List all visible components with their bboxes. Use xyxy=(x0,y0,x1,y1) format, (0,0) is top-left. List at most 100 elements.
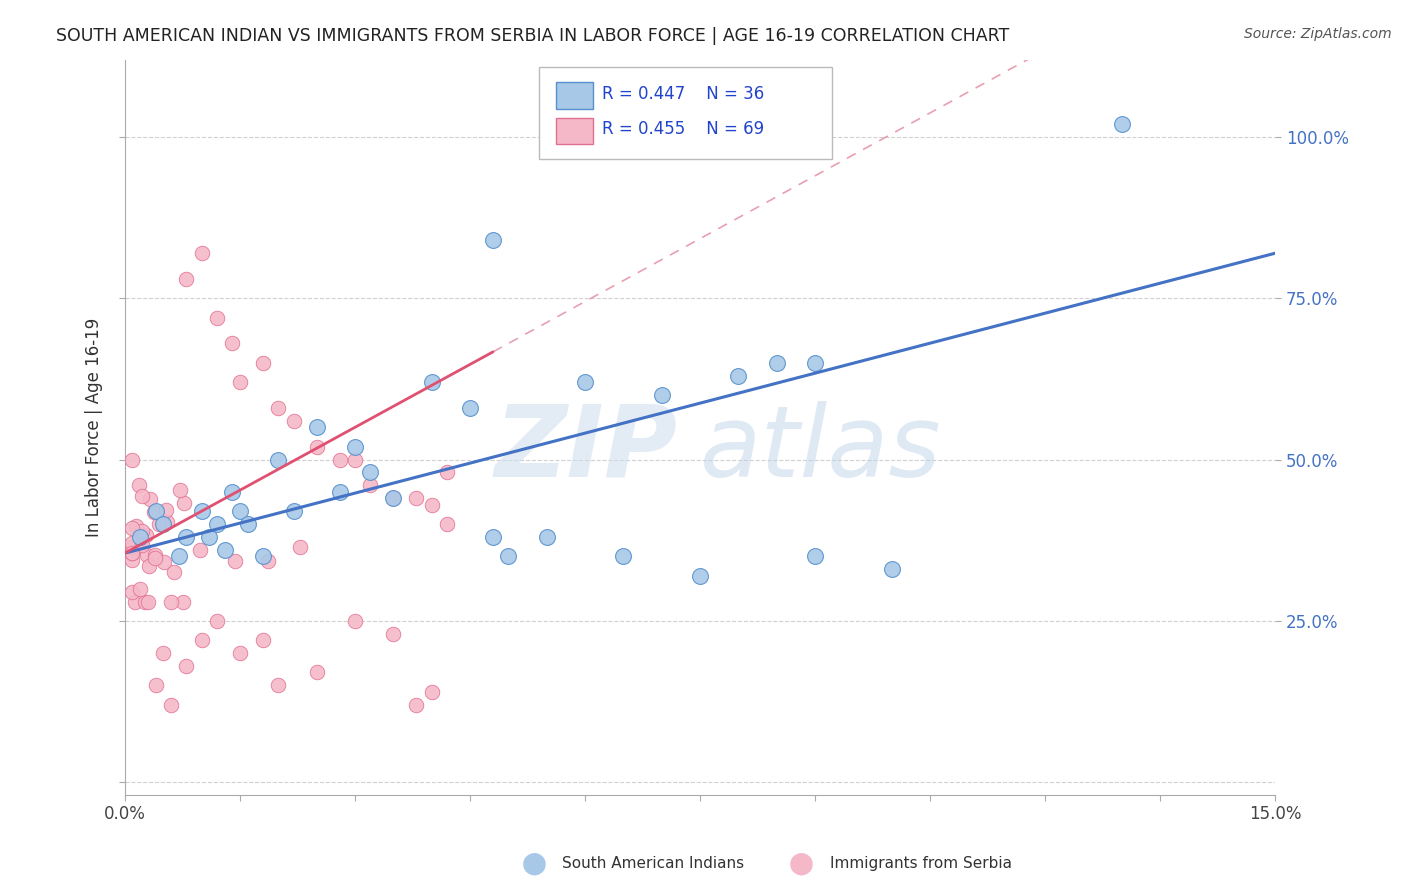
Point xyxy=(405,491,427,506)
Point xyxy=(267,678,290,692)
Point xyxy=(205,517,228,532)
Point xyxy=(131,538,153,552)
Point xyxy=(236,517,259,532)
Point xyxy=(131,489,153,503)
Point xyxy=(167,549,190,564)
Point xyxy=(145,504,167,518)
Point xyxy=(134,594,156,608)
Point xyxy=(804,356,827,370)
Point xyxy=(129,530,152,544)
Point xyxy=(727,368,749,383)
Point xyxy=(252,549,274,564)
Point xyxy=(121,452,143,467)
Text: R = 0.447    N = 36: R = 0.447 N = 36 xyxy=(602,85,765,103)
Point xyxy=(143,549,166,563)
Point xyxy=(139,492,162,507)
Point xyxy=(121,536,143,550)
Point xyxy=(152,646,174,660)
Point xyxy=(160,698,183,712)
Point xyxy=(257,554,280,568)
Point xyxy=(221,336,243,351)
Point xyxy=(205,310,228,325)
Point xyxy=(498,549,520,564)
Point xyxy=(121,553,143,567)
Point xyxy=(172,594,194,608)
Point xyxy=(188,543,211,558)
Point xyxy=(689,568,711,582)
Point xyxy=(252,356,274,370)
Point xyxy=(214,542,236,557)
Point xyxy=(382,491,405,506)
Point xyxy=(131,524,153,538)
FancyBboxPatch shape xyxy=(557,82,593,109)
Point xyxy=(221,484,243,499)
Point xyxy=(482,233,505,247)
Text: ⬤: ⬤ xyxy=(789,852,814,875)
Point xyxy=(173,496,195,510)
Point xyxy=(252,633,274,648)
Point xyxy=(283,414,305,428)
Point xyxy=(420,498,443,512)
Point xyxy=(436,517,458,532)
Point xyxy=(205,614,228,628)
Point xyxy=(155,503,177,517)
Point xyxy=(121,584,143,599)
Point xyxy=(382,627,405,641)
Y-axis label: In Labor Force | Age 16-19: In Labor Force | Age 16-19 xyxy=(86,318,103,537)
Point xyxy=(153,555,176,569)
Text: Source: ZipAtlas.com: Source: ZipAtlas.com xyxy=(1244,27,1392,41)
Point xyxy=(124,594,146,608)
Point xyxy=(359,478,381,492)
Point xyxy=(160,594,183,608)
Point xyxy=(305,440,328,454)
Text: Immigrants from Serbia: Immigrants from Serbia xyxy=(830,856,1011,871)
Point xyxy=(267,452,290,467)
Point xyxy=(612,549,634,564)
Text: atlas: atlas xyxy=(700,401,942,498)
Text: ⬤: ⬤ xyxy=(522,852,547,875)
Point xyxy=(405,698,427,712)
Point xyxy=(574,375,596,389)
Point xyxy=(121,545,143,559)
Point xyxy=(290,540,312,554)
Point xyxy=(420,375,443,389)
Point xyxy=(880,562,903,576)
Point xyxy=(136,594,159,608)
Point xyxy=(121,521,143,535)
Point xyxy=(458,401,481,415)
Point xyxy=(145,678,167,692)
Point xyxy=(174,530,197,544)
Point xyxy=(382,491,405,506)
Point xyxy=(190,246,212,260)
Point xyxy=(121,540,143,554)
Text: South American Indians: South American Indians xyxy=(562,856,745,871)
Text: ZIP: ZIP xyxy=(494,401,678,498)
Point xyxy=(198,530,221,544)
Point xyxy=(343,614,366,628)
Point xyxy=(329,484,352,499)
Point xyxy=(121,546,143,560)
Point xyxy=(174,659,197,673)
Point xyxy=(190,504,212,518)
Point xyxy=(305,665,328,680)
Point xyxy=(359,466,381,480)
Point xyxy=(651,388,673,402)
Point xyxy=(156,515,179,529)
Point xyxy=(267,401,290,415)
Point xyxy=(135,548,157,562)
Point xyxy=(145,551,167,566)
Point xyxy=(142,505,165,519)
Text: R = 0.455    N = 69: R = 0.455 N = 69 xyxy=(602,120,765,138)
Point xyxy=(129,582,152,596)
Point xyxy=(420,685,443,699)
Point xyxy=(224,554,246,568)
FancyBboxPatch shape xyxy=(538,67,832,159)
Point xyxy=(169,483,191,498)
Point xyxy=(766,356,789,370)
Point xyxy=(125,518,148,533)
Text: SOUTH AMERICAN INDIAN VS IMMIGRANTS FROM SERBIA IN LABOR FORCE | AGE 16-19 CORRE: SOUTH AMERICAN INDIAN VS IMMIGRANTS FROM… xyxy=(56,27,1010,45)
Point xyxy=(138,559,160,574)
FancyBboxPatch shape xyxy=(557,118,593,145)
Point xyxy=(283,504,305,518)
Point xyxy=(436,466,458,480)
